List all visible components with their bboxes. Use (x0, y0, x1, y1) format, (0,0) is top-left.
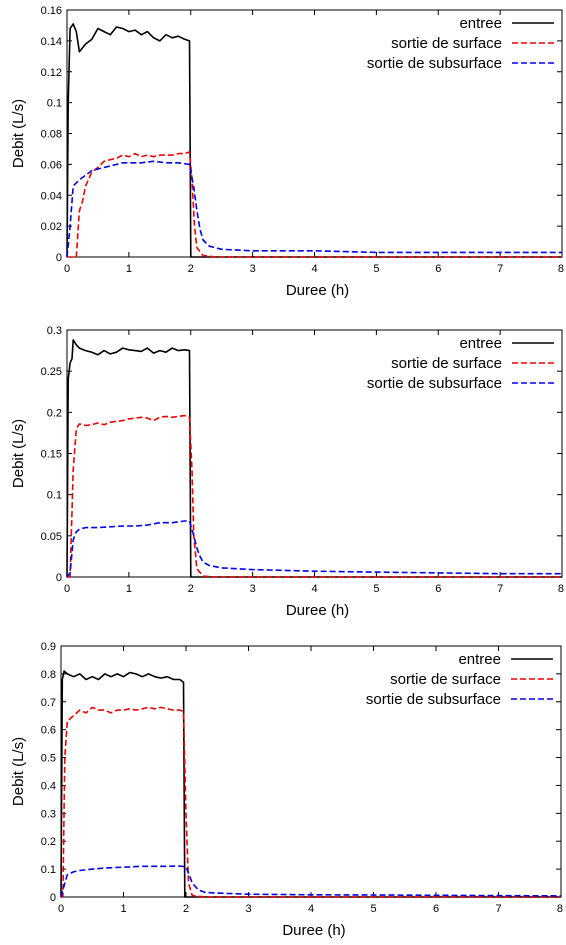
chart-2-x-tick-label: 1 (126, 583, 132, 595)
chart-3-y-tick-label: 0.9 (41, 641, 56, 653)
chart-3-y-tick-label: 0.1 (41, 864, 56, 876)
chart-3-x-tick-label: 5 (370, 903, 376, 915)
chart-1-svg: 0 1 2 3 4 5 6 7 8 0 0.02 0.04 0.06 0.08 0.1 0.12 0.14 0.1… (10, 5, 564, 299)
chart-1-y-tick-label: 0.08 (41, 129, 62, 141)
chart-3-x-tick-label: 6 (433, 903, 439, 915)
chart-3-x-tick-label: 1 (120, 903, 126, 915)
chart-1-legend-label-sortie-de-subsurface: sortie de subsurface (367, 55, 502, 72)
chart-3-y-tick-label: 0.8 (41, 669, 56, 681)
chart-1-series-sortie-de-surface (67, 151, 562, 258)
chart-3-y-axis-label: Debit (L/s) (10, 737, 27, 806)
chart-3-svg: 0 1 2 3 4 5 6 7 8 0 0.1 0.2 0.3 0.4 0.5 0.6 0.7 0.8 0.9 Dur… (10, 641, 563, 939)
chart-3-series-sortie-de-subsurface (60, 865, 562, 898)
chart-3-x-tick-label: 3 (245, 903, 251, 915)
chart-3-series-entree (60, 670, 561, 898)
chart-1-x-tick-label: 3 (250, 263, 256, 275)
chart-2-y-axis-label: Debit (L/s) (10, 419, 27, 488)
chart-2-legend-label-entree: entree (459, 335, 502, 352)
chart-1-x-tick-label: 2 (188, 263, 194, 275)
chart-2-series-sortie-de-subsurface (66, 520, 562, 578)
chart-1-series-entree (66, 23, 562, 258)
chart-3-legend-label-entree: entree (458, 651, 501, 668)
chart-3-legend-label-sortie-de-surface: sortie de surface (390, 671, 501, 688)
chart-2-x-tick-label: 5 (373, 583, 379, 595)
chart-2-y-tick-label: 0 (56, 572, 62, 584)
chart-2-x-tick-label: 4 (311, 583, 317, 595)
chart-2-x-tick-label: 7 (497, 583, 503, 595)
chart-1-y-tick-label: 0.14 (41, 36, 62, 48)
chart-1-y-tick-label: 0.02 (41, 221, 62, 233)
chart-3-x-axis-label: Duree (h) (282, 922, 345, 939)
chart-2-legend-label-sortie-de-subsurface: sortie de subsurface (367, 375, 502, 392)
chart-2-x-tick-label: 8 (558, 583, 564, 595)
chart-2-x-tick-label: 2 (188, 583, 194, 595)
chart-1-y-tick-label: 0.16 (41, 5, 62, 17)
chart-3-y-tick-label: 0.6 (41, 725, 56, 737)
chart-2-x-axis-label: Duree (h) (286, 602, 349, 619)
chart-2-y-tick-label: 0.2 (47, 407, 62, 419)
chart-1-x-axis-label: Duree (h) (286, 282, 349, 299)
chart-1-x-tick-label: 8 (558, 263, 564, 275)
chart-1-legend-label-sortie-de-surface: sortie de surface (391, 35, 502, 52)
chart-3-x-tick-label: 7 (495, 903, 501, 915)
chart-3-y-tick-label: 0 (50, 892, 56, 904)
chart-panel-2: 0 1 2 3 4 5 6 7 8 0 0.05 0.1 0.15 0.2 0.25 0.3 Duree (h)… (0, 318, 566, 626)
chart-3-legend-label-sortie-de-subsurface: sortie de subsurface (366, 691, 501, 708)
chart-1-x-tick-label: 0 (64, 263, 70, 275)
chart-1-series-sortie-de-subsurface (66, 160, 562, 258)
chart-2-y-tick-label: 0.05 (41, 531, 62, 543)
chart-3-y-tick-label: 0.7 (41, 697, 56, 709)
chart-2-y-tick-label: 0.15 (41, 449, 62, 461)
chart-2-svg: 0 1 2 3 4 5 6 7 8 0 0.05 0.1 0.15 0.2 0.25 0.3 Duree (h)… (10, 325, 564, 619)
chart-3-y-tick-label: 0.2 (41, 836, 56, 848)
chart-1-y-axis-label: Debit (L/s) (10, 99, 27, 168)
chart-2-x-tick-label: 0 (64, 583, 70, 595)
chart-2-x-tick-label: 3 (250, 583, 256, 595)
chart-2-y-tick-label: 0.25 (41, 366, 62, 378)
chart-2-x-tick-label: 6 (435, 583, 441, 595)
chart-2-series-entree (66, 339, 562, 578)
chart-2-y-tick-label: 0.3 (47, 325, 62, 337)
chart-panel-1: 0 1 2 3 4 5 6 7 8 0 0.02 0.04 0.06 0.08 0.1 0.12 0.14 0.1… (0, 0, 566, 310)
chart-1-legend-label-entree: entree (459, 15, 502, 32)
chart-1-y-tick-label: 0.12 (41, 67, 62, 79)
chart-1-x-tick-label: 5 (373, 263, 379, 275)
chart-3-y-tick-label: 0.4 (41, 780, 56, 792)
chart-3-y-tick-label: 0.5 (41, 753, 56, 765)
chart-1-y-tick-label: 0.1 (47, 98, 62, 110)
chart-3-x-tick-label: 4 (308, 903, 314, 915)
chart-1-y-tick-label: 0.06 (41, 159, 62, 171)
chart-1-x-tick-label: 4 (311, 263, 317, 275)
chart-3-x-tick-label: 8 (557, 903, 563, 915)
chart-3-x-tick-label: 0 (58, 903, 64, 915)
chart-3-series-sortie-de-surface (61, 706, 561, 898)
chart-3-x-tick-label: 2 (183, 903, 189, 915)
chart-1-x-tick-label: 7 (497, 263, 503, 275)
chart-1-y-tick-label: 0 (56, 252, 62, 264)
chart-1-x-tick-label: 6 (435, 263, 441, 275)
chart-2-y-tick-label: 0.1 (47, 490, 62, 502)
chart-2-series-sortie-de-surface (67, 414, 562, 578)
chart-3-y-tick-label: 0.3 (41, 808, 56, 820)
chart-panel-3: 0 1 2 3 4 5 6 7 8 0 0.1 0.2 0.3 0.4 0.5 0.6 0.7 0.8 0.9 Dur… (0, 636, 566, 945)
chart-2-legend-label-sortie-de-surface: sortie de surface (391, 355, 502, 372)
chart-1-y-tick-label: 0.04 (41, 190, 62, 202)
chart-1-x-tick-label: 1 (126, 263, 132, 275)
